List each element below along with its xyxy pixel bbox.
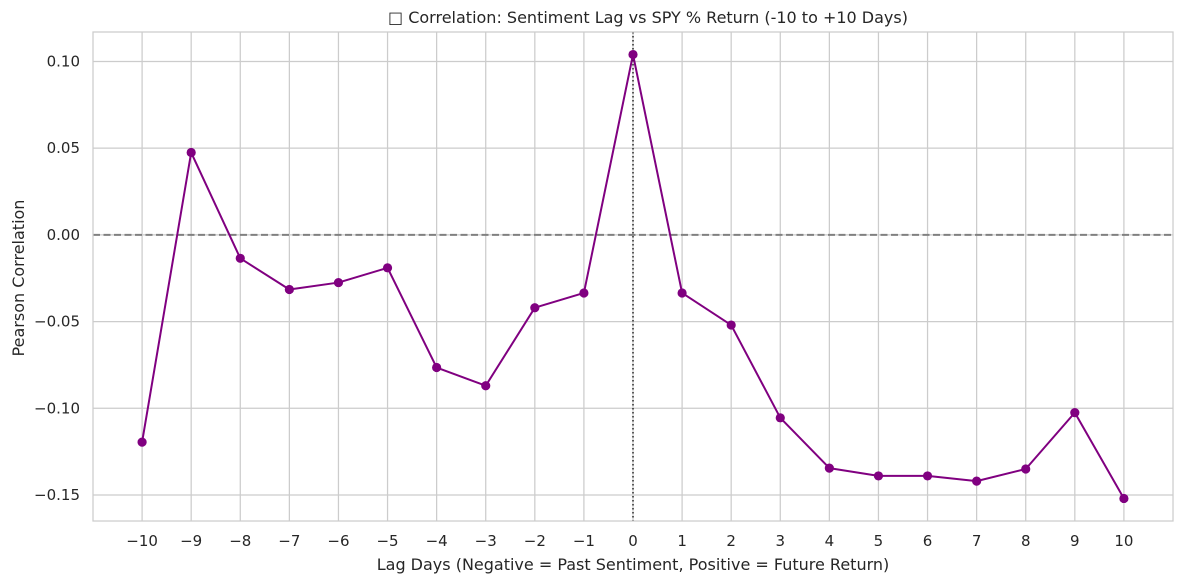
y-tick-label: −0.15 (34, 486, 80, 504)
data-point (873, 471, 884, 481)
x-tick-label: 10 (1114, 532, 1133, 550)
data-point (628, 49, 638, 60)
x-tick-label: 7 (972, 532, 982, 550)
data-point (382, 263, 393, 273)
data-point (1070, 408, 1080, 418)
data-point (530, 303, 540, 313)
data-point (775, 413, 785, 423)
x-tick-label: 6 (923, 532, 933, 550)
x-tick-label: 2 (726, 532, 736, 550)
grid-layer (93, 32, 1173, 521)
data-point (235, 253, 245, 263)
x-tick-label: −1 (573, 532, 595, 550)
x-tick-label: −5 (376, 532, 398, 550)
y-tick-label: −0.10 (34, 399, 80, 417)
data-point (333, 277, 344, 288)
y-axis-label: Pearson Correlation (9, 200, 28, 357)
plot-frame (92, 31, 1174, 522)
data-point (137, 437, 147, 447)
data-point (432, 362, 442, 373)
x-tick-label: −4 (426, 532, 448, 550)
data-point (677, 288, 687, 298)
y-tick-label: 0.00 (47, 226, 80, 244)
x-tick-label: −10 (126, 532, 158, 550)
data-point (1021, 464, 1031, 474)
data-point (284, 284, 294, 295)
x-tick-label: 4 (825, 532, 835, 550)
x-tick-label: 1 (677, 532, 687, 550)
reference-lines (93, 32, 1173, 521)
data-point (579, 288, 589, 298)
x-tick-label: 5 (874, 532, 884, 550)
data-point (726, 320, 736, 330)
x-tick-label: −8 (229, 532, 251, 550)
x-tick-label: 9 (1070, 532, 1080, 550)
data-point (481, 381, 491, 391)
data-point (972, 476, 982, 486)
x-tick-label: −6 (327, 532, 349, 550)
data-point (186, 147, 196, 158)
x-tick-label: 0 (628, 532, 638, 550)
y-tick-label: 0.10 (47, 52, 80, 70)
y-tick-labels: 0.10 0.05 0.00 −0.05 −0.10 −0.15 (34, 52, 80, 504)
x-tick-label: −3 (475, 532, 497, 550)
y-tick-label: 0.05 (47, 139, 80, 157)
x-tick-label: −2 (524, 532, 546, 550)
series-layer (137, 49, 1129, 504)
x-tick-label: −7 (278, 532, 300, 550)
y-tick-label: −0.05 (34, 313, 80, 331)
data-point (1119, 493, 1129, 504)
x-tick-label: 8 (1021, 532, 1031, 550)
x-tick-label: 3 (775, 532, 785, 550)
data-point (922, 471, 933, 481)
data-point (824, 463, 834, 473)
x-tick-label: −9 (180, 532, 202, 550)
chart-title: □ Correlation: Sentiment Lag vs SPY % Re… (388, 8, 908, 27)
x-axis-label: Lag Days (Negative = Past Sentiment, Pos… (377, 555, 890, 574)
x-tick-labels: −10 −9 −8 −7 −6 −5 −4 −3 −2 −1 0 1 2 3 4 5 6 7 8 9 10 (126, 532, 1133, 550)
